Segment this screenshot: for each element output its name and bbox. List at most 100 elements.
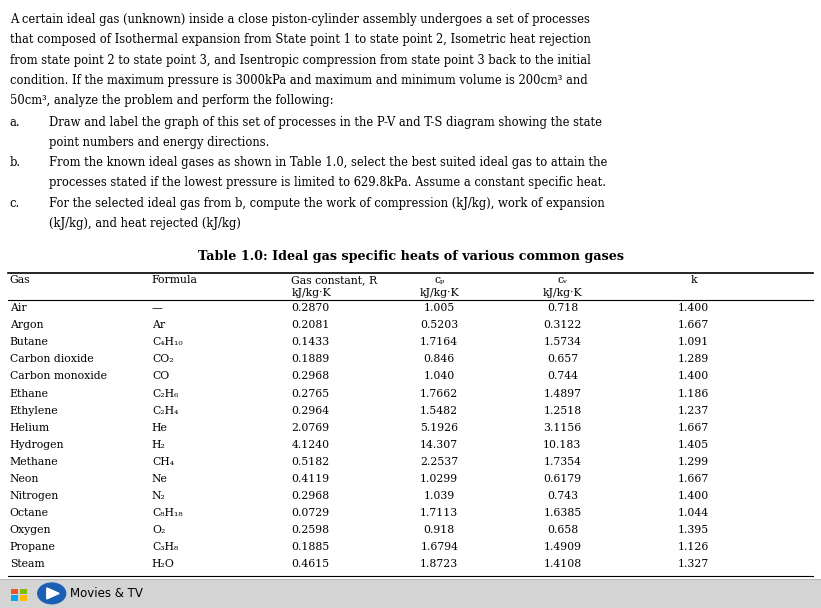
Text: For the selected ideal gas from b, compute the work of compression (kJ/kg), work: For the selected ideal gas from b, compu… [49, 197, 605, 210]
Bar [11, 589, 18, 594]
Text: 1.4108: 1.4108 [544, 559, 581, 568]
Text: Ar: Ar [152, 320, 165, 330]
Text: 1.5482: 1.5482 [420, 406, 458, 415]
Text: 10.183: 10.183 [544, 440, 581, 449]
Text: Argon: Argon [10, 320, 44, 330]
Text: Butane: Butane [10, 337, 48, 347]
Text: a.: a. [10, 116, 21, 128]
Text: Formula: Formula [152, 275, 198, 285]
Text: C₂H₄: C₂H₄ [152, 406, 178, 415]
Text: Steam: Steam [10, 559, 44, 568]
FancyBboxPatch shape [0, 579, 821, 608]
Text: 1.667: 1.667 [678, 320, 709, 330]
Text: kJ/kg·K: kJ/kg·K [291, 288, 331, 297]
Text: Gas: Gas [10, 275, 30, 285]
Text: that composed of Isothermal expansion from State point 1 to state point 2, Isome: that composed of Isothermal expansion fr… [10, 33, 591, 46]
Text: 50cm³, analyze the problem and perform the following:: 50cm³, analyze the problem and perform t… [10, 94, 333, 106]
Text: C₂H₆: C₂H₆ [152, 389, 178, 398]
Text: 0.2968: 0.2968 [291, 371, 330, 381]
Text: Carbon monoxide: Carbon monoxide [10, 371, 107, 381]
Text: 0.2081: 0.2081 [291, 320, 330, 330]
Text: 0.5203: 0.5203 [420, 320, 458, 330]
Text: 1.289: 1.289 [678, 354, 709, 364]
Text: 1.7113: 1.7113 [420, 508, 458, 517]
Text: 1.186: 1.186 [678, 389, 709, 398]
Text: 0.2968: 0.2968 [291, 491, 330, 500]
Text: Ethylene: Ethylene [10, 406, 58, 415]
Text: 1.5734: 1.5734 [544, 337, 581, 347]
Text: 1.400: 1.400 [678, 303, 709, 313]
Text: 0.658: 0.658 [547, 525, 578, 534]
Text: condition. If the maximum pressure is 3000kPa and maximum and minimum volume is : condition. If the maximum pressure is 30… [10, 74, 588, 86]
Text: 0.5182: 0.5182 [291, 457, 330, 466]
Text: 0.846: 0.846 [424, 354, 455, 364]
Text: Air: Air [10, 303, 26, 313]
Text: 0.657: 0.657 [547, 354, 578, 364]
Text: 0.743: 0.743 [547, 491, 578, 500]
Text: H₂O: H₂O [152, 559, 175, 568]
Text: 1.7354: 1.7354 [544, 457, 581, 466]
Text: 1.7164: 1.7164 [420, 337, 458, 347]
Text: 1.091: 1.091 [678, 337, 709, 347]
Text: 1.667: 1.667 [678, 423, 709, 432]
Text: 0.718: 0.718 [547, 303, 578, 313]
Text: N₂: N₂ [152, 491, 166, 500]
Text: O₂: O₂ [152, 525, 165, 534]
Text: 1.405: 1.405 [678, 440, 709, 449]
Text: Helium: Helium [10, 423, 50, 432]
Text: 3.1156: 3.1156 [544, 423, 581, 432]
Text: 0.2598: 0.2598 [291, 525, 329, 534]
Text: From the known ideal gases as shown in Table 1.0, select the best suited ideal g: From the known ideal gases as shown in T… [49, 156, 608, 169]
Polygon shape [47, 588, 59, 599]
Text: Neon: Neon [10, 474, 39, 483]
Bar [20, 589, 27, 594]
Text: 0.1433: 0.1433 [291, 337, 330, 347]
Text: Oxygen: Oxygen [10, 525, 52, 534]
Text: C₃H₈: C₃H₈ [152, 542, 178, 551]
Text: kJ/kg·K: kJ/kg·K [543, 288, 582, 297]
Text: CH₄: CH₄ [152, 457, 174, 466]
Text: A certain ideal gas (unknown) inside a close piston-cylinder assembly undergoes : A certain ideal gas (unknown) inside a c… [10, 13, 589, 26]
Text: Table 1.0: Ideal gas specific heats of various common gases: Table 1.0: Ideal gas specific heats of v… [198, 250, 623, 263]
Text: kJ/kg·K: kJ/kg·K [420, 288, 459, 297]
Text: 0.2765: 0.2765 [291, 389, 329, 398]
Text: 1.005: 1.005 [424, 303, 455, 313]
Text: CO: CO [152, 371, 169, 381]
Text: 1.6794: 1.6794 [420, 542, 458, 551]
Text: 1.8723: 1.8723 [420, 559, 458, 568]
Text: b.: b. [10, 156, 21, 169]
Text: 1.044: 1.044 [678, 508, 709, 517]
Text: Ne: Ne [152, 474, 167, 483]
Text: 0.6179: 0.6179 [544, 474, 581, 483]
Text: Gas constant, R: Gas constant, R [291, 275, 378, 285]
Text: 1.400: 1.400 [678, 371, 709, 381]
Text: 2.0769: 2.0769 [291, 423, 329, 432]
Text: 0.0729: 0.0729 [291, 508, 329, 517]
Text: Draw and label the graph of this set of processes in the P-V and T-S diagram sho: Draw and label the graph of this set of … [49, 116, 603, 128]
Text: 1.0299: 1.0299 [420, 474, 458, 483]
Text: processes stated if the lowest pressure is limited to 629.8kPa. Assume a constan: processes stated if the lowest pressure … [49, 176, 606, 189]
Text: 1.299: 1.299 [678, 457, 709, 466]
Text: 1.237: 1.237 [678, 406, 709, 415]
Text: c.: c. [10, 197, 20, 210]
Text: Methane: Methane [10, 457, 58, 466]
Text: 1.327: 1.327 [678, 559, 709, 568]
Text: 1.400: 1.400 [678, 491, 709, 500]
Text: (kJ/kg), and heat rejected (kJ/kg): (kJ/kg), and heat rejected (kJ/kg) [49, 217, 241, 230]
Text: 0.3122: 0.3122 [544, 320, 581, 330]
Text: He: He [152, 423, 167, 432]
Text: 5.1926: 5.1926 [420, 423, 458, 432]
Text: Propane: Propane [10, 542, 56, 551]
Text: Nitrogen: Nitrogen [10, 491, 59, 500]
Text: 0.744: 0.744 [547, 371, 578, 381]
Circle shape [38, 583, 66, 604]
Bar [20, 595, 27, 601]
Text: CO₂: CO₂ [152, 354, 173, 364]
Text: —: — [152, 303, 163, 313]
Text: 1.2518: 1.2518 [544, 406, 581, 415]
Bar [11, 595, 18, 601]
Text: from state point 2 to state point 3, and Isentropic compression from state point: from state point 2 to state point 3, and… [10, 54, 591, 66]
Text: 4.1240: 4.1240 [291, 440, 329, 449]
Text: Octane: Octane [10, 508, 49, 517]
Text: Movies & TV: Movies & TV [70, 587, 143, 600]
